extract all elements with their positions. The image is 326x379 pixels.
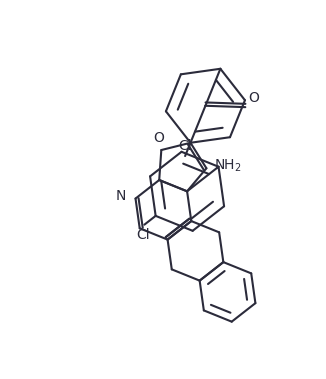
Text: Cl: Cl <box>178 139 192 153</box>
Text: O: O <box>153 131 164 145</box>
Text: Cl: Cl <box>137 228 150 242</box>
Text: N: N <box>116 189 126 203</box>
Text: O: O <box>248 91 259 105</box>
Text: NH$_2$: NH$_2$ <box>214 158 242 174</box>
